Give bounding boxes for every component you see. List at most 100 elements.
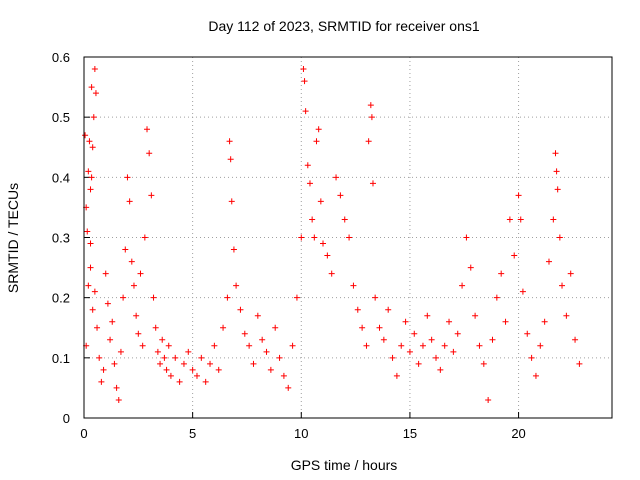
data-point [211, 342, 218, 349]
data-point [489, 336, 496, 343]
axis-ticks [83, 56, 520, 419]
data-point [117, 348, 124, 355]
data-point [537, 342, 544, 349]
data-point [363, 342, 370, 349]
data-point [92, 90, 99, 97]
data-point [289, 342, 296, 349]
data-point [306, 180, 313, 187]
data-point [111, 360, 118, 367]
y-tick-label: 0.5 [52, 110, 70, 125]
data-point [141, 234, 148, 241]
data-point [230, 246, 237, 253]
y-tick-label: 0 [63, 411, 70, 426]
data-point [406, 348, 413, 355]
data-point [476, 342, 483, 349]
data-point [113, 384, 120, 391]
data-point [463, 234, 470, 241]
data-point [315, 126, 322, 133]
data-point [215, 366, 222, 373]
data-point [246, 342, 253, 349]
data-point [87, 264, 94, 271]
x-axis-label: GPS time / hours [291, 457, 398, 473]
data-point [398, 342, 405, 349]
data-point [254, 312, 261, 319]
data-point [280, 372, 287, 379]
data-point [301, 78, 308, 85]
data-point [189, 366, 196, 373]
data-point [437, 366, 444, 373]
data-point [82, 132, 89, 139]
data-point [328, 270, 335, 277]
data-point [202, 378, 209, 385]
data-point [498, 270, 505, 277]
data-point [402, 318, 409, 325]
data-point [380, 336, 387, 343]
data-point [193, 372, 200, 379]
data-point [459, 282, 466, 289]
data-point [128, 258, 135, 265]
data-point [411, 330, 418, 337]
data-point [502, 318, 509, 325]
data-point [89, 306, 96, 313]
data-point [311, 234, 318, 241]
data-point [324, 252, 331, 259]
data-point [137, 270, 144, 277]
data-point [228, 198, 235, 205]
data-point [293, 294, 300, 301]
data-point [276, 354, 283, 361]
x-tick-label: 5 [189, 426, 196, 441]
data-point [433, 354, 439, 361]
data-point [554, 186, 561, 193]
data-point [250, 360, 257, 367]
data-point [88, 174, 95, 181]
data-point [163, 366, 170, 373]
data-point [559, 282, 566, 289]
data-point [446, 318, 453, 325]
data-point [167, 372, 174, 379]
data-point [224, 294, 231, 301]
data-point [144, 126, 151, 133]
y-tick-label: 0.2 [52, 291, 70, 306]
data-point [428, 336, 435, 343]
data-point [109, 318, 116, 325]
data-point [104, 300, 111, 307]
data-point [415, 360, 422, 367]
data-point [424, 312, 431, 319]
data-point [90, 114, 97, 121]
data-point [220, 324, 227, 331]
data-point [226, 138, 233, 145]
data-series [82, 66, 583, 403]
data-point [369, 180, 376, 187]
data-point [313, 138, 320, 145]
data-point [91, 288, 98, 295]
data-point [176, 378, 183, 385]
data-point [485, 396, 492, 403]
data-point [515, 192, 522, 199]
data-point [237, 306, 244, 313]
data-point [517, 216, 524, 223]
data-point [441, 342, 448, 349]
data-point [161, 354, 168, 361]
data-point [98, 378, 105, 385]
data-point [519, 288, 526, 295]
data-point [376, 324, 383, 331]
data-point [135, 330, 142, 337]
data-point [84, 228, 91, 235]
data-point [576, 360, 583, 367]
data-point [233, 282, 240, 289]
data-point [124, 174, 131, 181]
data-point [89, 144, 96, 151]
data-point [309, 216, 316, 223]
data-point [87, 186, 94, 193]
data-point [126, 198, 133, 205]
data-point [241, 330, 248, 337]
data-point [359, 324, 366, 331]
data-point [350, 282, 357, 289]
x-tick-label: 10 [294, 426, 308, 441]
data-point [550, 216, 557, 223]
data-point [227, 156, 234, 163]
y-tick-label: 0.1 [52, 351, 70, 366]
data-point [130, 282, 137, 289]
data-point [298, 234, 305, 241]
data-point [372, 294, 379, 301]
